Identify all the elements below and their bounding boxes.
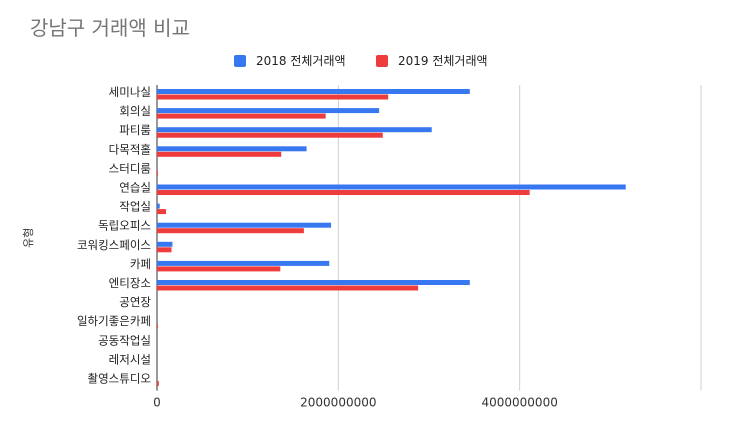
bar-2019: [157, 323, 158, 329]
bar-2019: [157, 285, 419, 291]
y-tick-label: 연습실: [119, 181, 151, 195]
legend-label: 2018 전체거래액: [256, 54, 346, 68]
y-tick-label: 세미나실: [109, 85, 151, 99]
y-tick-label: 레저시설: [109, 352, 151, 366]
y-tick-label: 다목적홀: [109, 142, 151, 156]
bar-2018: [157, 127, 432, 133]
bar-2019: [157, 151, 282, 157]
bar-2018: [157, 241, 173, 247]
bar-2018: [157, 184, 626, 190]
y-tick-label: 엔티장소: [109, 276, 151, 290]
legend-swatch: [376, 55, 388, 67]
legend-label: 2019 전체거래액: [398, 54, 488, 68]
bar-2019: [157, 247, 172, 253]
bar-2019: [157, 170, 158, 176]
bar-2019: [157, 209, 167, 215]
x-tick-label: 4000000000: [481, 396, 557, 410]
bar-2019: [157, 94, 389, 100]
bar-2019: [157, 228, 304, 234]
x-tick-label: 0: [153, 396, 161, 410]
y-tick-label: 작업실: [119, 200, 151, 214]
y-tick-label: 코워킹스페이스: [77, 238, 151, 252]
x-tick-label: 2000000000: [300, 396, 376, 410]
y-axis-label: 유형: [22, 228, 35, 248]
chart-title: 강남구 거래액 비교: [30, 16, 190, 40]
y-tick-label: 공동작업실: [98, 333, 151, 347]
bar-2018: [157, 222, 332, 228]
bar-2019: [157, 266, 281, 272]
bar-2018: [157, 203, 160, 209]
bar-2019: [157, 132, 383, 138]
bar-2019: [157, 190, 530, 195]
bar-2019: [157, 381, 159, 386]
bar-2018: [157, 108, 380, 114]
bar-2018: [157, 146, 307, 152]
bar-2018: [157, 260, 330, 266]
bar-2018: [157, 89, 470, 94]
bar-2019: [157, 113, 326, 119]
legend-swatch: [234, 55, 246, 67]
y-tick-label: 촬영스튜디오: [88, 372, 151, 386]
bar-2018: [157, 280, 470, 285]
y-tick-label: 스터디룸: [109, 161, 151, 175]
y-tick-label: 공연장: [119, 295, 151, 309]
y-tick-label: 일하기좋은카페: [77, 314, 151, 328]
y-tick-label: 회의실: [119, 104, 151, 118]
y-tick-label: 카페: [130, 257, 151, 271]
y-tick-label: 독립오피스: [98, 219, 151, 233]
y-tick-label: 파티룸: [119, 123, 151, 137]
